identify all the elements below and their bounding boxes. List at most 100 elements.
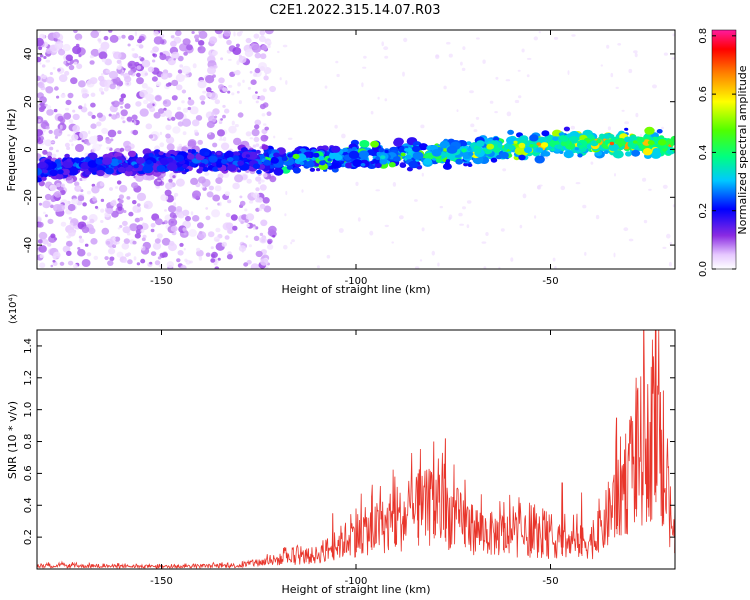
noise-speckle bbox=[160, 194, 169, 202]
noise-speckle bbox=[89, 60, 95, 65]
noise-speckle bbox=[150, 50, 154, 54]
noise-speckle bbox=[181, 118, 192, 127]
spectrogram-cell bbox=[460, 141, 468, 147]
spectrogram-cell bbox=[614, 139, 622, 144]
noise-speckle bbox=[132, 129, 139, 136]
noise-speckle bbox=[178, 148, 181, 152]
noise-speckle bbox=[236, 60, 240, 66]
noise-speckle bbox=[628, 68, 633, 74]
spectrogram-cell bbox=[370, 140, 379, 148]
noise-speckle bbox=[634, 53, 638, 58]
spectrogram-cell bbox=[490, 157, 498, 163]
noise-speckle bbox=[101, 227, 110, 235]
noise-speckle bbox=[148, 134, 154, 139]
noise-speckle bbox=[255, 100, 259, 104]
noise-speckle bbox=[68, 119, 74, 124]
noise-speckle bbox=[180, 264, 187, 269]
noise-speckle bbox=[71, 143, 74, 147]
noise-speckle bbox=[38, 231, 48, 240]
noise-speckle bbox=[192, 190, 201, 199]
noise-speckle bbox=[261, 113, 266, 117]
x-tick-label: -100 bbox=[345, 576, 368, 587]
noise-speckle bbox=[205, 207, 209, 210]
noise-speckle bbox=[168, 205, 177, 213]
noise-speckle bbox=[118, 194, 124, 200]
noise-speckle bbox=[252, 144, 257, 148]
spectrogram-cell bbox=[484, 149, 491, 155]
noise-speckle bbox=[392, 182, 397, 187]
spectrogram-cell bbox=[612, 150, 624, 159]
spectrogram-cell bbox=[424, 152, 434, 160]
spectrogram-cell bbox=[657, 139, 667, 146]
noise-speckle bbox=[82, 89, 88, 93]
spectrogram-cell bbox=[467, 147, 472, 151]
spectrogram-cell bbox=[252, 163, 261, 169]
noise-speckle bbox=[51, 153, 57, 158]
spectrogram-cell bbox=[435, 158, 442, 163]
spectrogram-cell bbox=[166, 157, 174, 163]
noise-speckle bbox=[248, 244, 252, 248]
noise-speckle bbox=[81, 259, 91, 267]
spectrogram-cell bbox=[305, 160, 315, 168]
noise-speckle bbox=[420, 124, 425, 129]
noise-speckle bbox=[218, 33, 224, 39]
spectrogram-cell bbox=[412, 151, 424, 160]
colorbar-tick-label: 0.0 bbox=[698, 261, 709, 277]
noise-speckle bbox=[165, 133, 171, 139]
noise-speckle bbox=[198, 30, 208, 39]
spectrogram-cell bbox=[232, 155, 240, 161]
noise-speckle bbox=[88, 136, 98, 145]
noise-speckle bbox=[174, 111, 184, 120]
noise-speckle bbox=[109, 256, 115, 262]
noise-speckle bbox=[177, 55, 184, 62]
y-tick-label: 0.6 bbox=[23, 465, 34, 481]
spectrogram-cell bbox=[603, 133, 611, 139]
noise-speckle bbox=[59, 261, 65, 266]
noise-speckle bbox=[172, 175, 176, 179]
spectrogram-cell bbox=[127, 150, 137, 157]
noise-speckle bbox=[338, 228, 344, 233]
noise-speckle bbox=[582, 204, 587, 209]
spectrogram-cell bbox=[379, 158, 388, 165]
spectrogram-cell bbox=[375, 156, 381, 161]
noise-speckle bbox=[183, 247, 186, 251]
noise-speckle bbox=[73, 30, 78, 34]
spectrogram-cell bbox=[221, 159, 228, 165]
noise-speckle bbox=[537, 185, 541, 190]
spectrogram-cell bbox=[624, 127, 629, 131]
noise-speckle bbox=[44, 214, 48, 218]
colorbar: 0.0 0.2 0.4 0.6 0.8 Normalized spectral ampl… bbox=[698, 28, 749, 277]
noise-speckle bbox=[65, 107, 69, 111]
noise-speckle bbox=[258, 35, 266, 43]
noise-speckle bbox=[446, 41, 451, 45]
spectrogram-cell bbox=[466, 141, 472, 146]
noise-speckle bbox=[89, 218, 95, 224]
noise-speckle bbox=[105, 138, 112, 144]
noise-speckle bbox=[92, 148, 96, 153]
noise-speckle bbox=[75, 143, 84, 153]
noise-speckle bbox=[142, 222, 145, 226]
noise-speckle bbox=[188, 229, 197, 237]
noise-speckle bbox=[65, 99, 72, 106]
noise-speckle bbox=[145, 123, 153, 130]
noise-speckle bbox=[260, 32, 265, 37]
noise-speckle bbox=[81, 215, 88, 221]
noise-speckle bbox=[109, 83, 116, 90]
noise-speckle bbox=[76, 63, 83, 70]
noise-speckle bbox=[222, 104, 226, 108]
spectrogram-cell bbox=[227, 164, 237, 172]
noise-speckle bbox=[218, 77, 225, 84]
noise-speckle bbox=[128, 211, 134, 217]
noise-speckle bbox=[262, 197, 270, 204]
noise-speckle bbox=[90, 48, 100, 57]
noise-speckle bbox=[448, 53, 453, 58]
noise-speckle bbox=[68, 229, 76, 237]
noise-speckle bbox=[82, 202, 87, 207]
noise-speckle bbox=[187, 139, 197, 148]
noise-speckle bbox=[37, 239, 43, 244]
noise-speckle bbox=[197, 222, 204, 229]
noise-speckle bbox=[402, 71, 405, 77]
spectrogram-cell bbox=[552, 136, 559, 142]
spectrogram-cell bbox=[577, 153, 583, 158]
noise-speckle bbox=[121, 34, 126, 39]
